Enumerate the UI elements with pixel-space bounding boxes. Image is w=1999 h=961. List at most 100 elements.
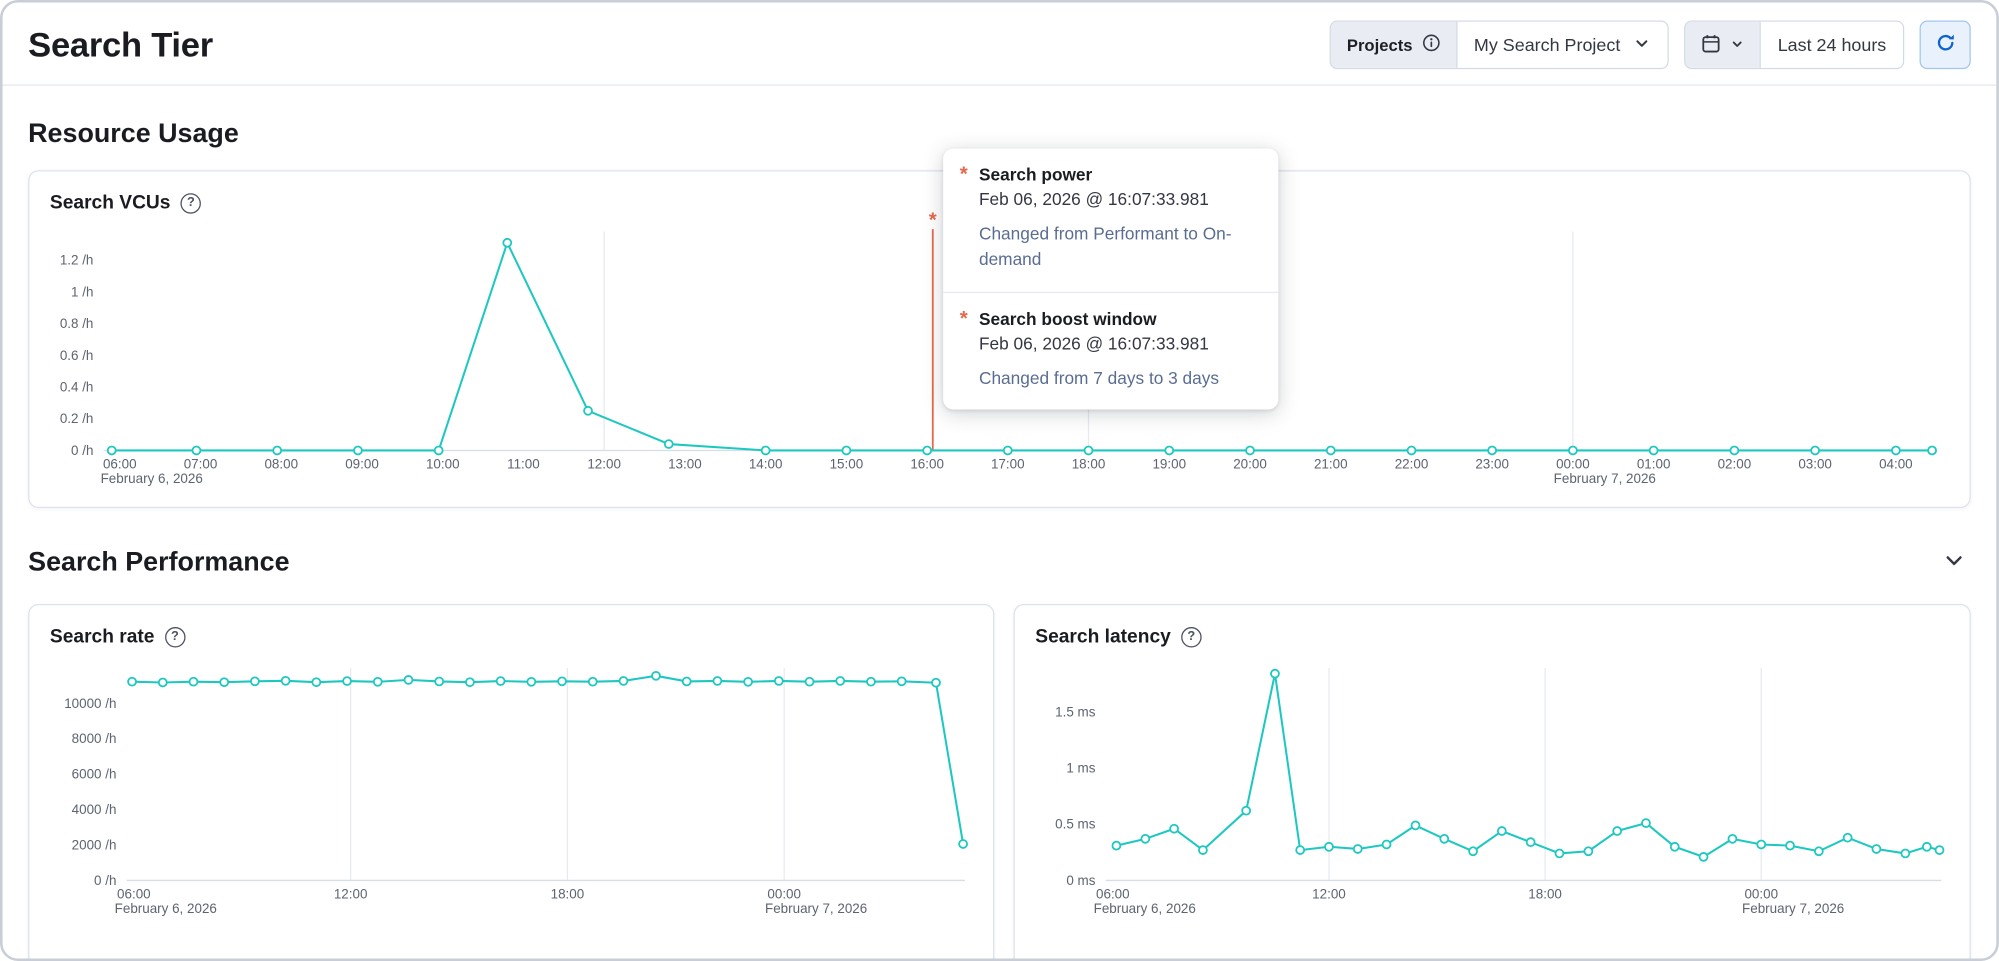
svg-text:17:00: 17:00 (991, 456, 1025, 471)
tooltip-description: Changed from Performant to On-demand (978, 223, 1232, 270)
svg-text:February 7, 2026: February 7, 2026 (765, 901, 867, 916)
svg-text:21:00: 21:00 (1314, 456, 1348, 471)
svg-text:01:00: 01:00 (1637, 456, 1671, 471)
tooltip-title: Search boost window (978, 309, 1157, 329)
svg-text:12:00: 12:00 (1312, 886, 1346, 901)
svg-text:18:00: 18:00 (1072, 456, 1106, 471)
search-performance-panels: Search rate ? 0 /h 2000 /h 4000 /h 6000 /h 8… (3, 604, 1997, 959)
svg-text:10000 /h: 10000 /h (64, 696, 116, 711)
svg-text:8000 /h: 8000 /h (72, 731, 117, 746)
page-header: Search Tier Projects My Search Project (3, 3, 1997, 85)
svg-text:00:00: 00:00 (767, 886, 801, 901)
svg-text:02:00: 02:00 (1718, 456, 1752, 471)
svg-text:06:00: 06:00 (1096, 886, 1130, 901)
svg-text:0.5 ms: 0.5 ms (1055, 817, 1096, 832)
svg-text:6000 /h: 6000 /h (72, 767, 117, 782)
time-range-group: Last 24 hours (1684, 20, 1905, 70)
annotation-tooltip: * Search power Feb 06, 2026 @ 16:07:33.9… (943, 148, 1279, 410)
search-latency-panel: Search latency ? 0 ms 0.5 ms 1 ms 1.5 ms 06:… (1013, 604, 1971, 959)
tooltip-timestamp: Feb 06, 2026 @ 16:07:33.981 (978, 189, 1209, 209)
help-icon[interactable]: ? (1181, 626, 1202, 647)
collapse-section-button[interactable] (1937, 544, 1970, 581)
svg-text:00:00: 00:00 (1744, 886, 1778, 901)
svg-text:1 /h: 1 /h (71, 284, 93, 299)
search-performance-section: Search Performance (3, 544, 1997, 581)
refresh-icon (1934, 32, 1956, 58)
tooltip-item: * Search power Feb 06, 2026 @ 16:07:33.9… (943, 148, 1278, 291)
svg-text:0.8 /h: 0.8 /h (60, 316, 94, 331)
svg-text:10:00: 10:00 (426, 456, 460, 471)
svg-text:12:00: 12:00 (587, 456, 621, 471)
svg-text:0.2 /h: 0.2 /h (60, 411, 94, 426)
chevron-down-icon (1633, 34, 1651, 56)
svg-text:12:00: 12:00 (334, 886, 368, 901)
search-latency-title-row: Search latency ? (1035, 626, 1949, 648)
svg-text:14:00: 14:00 (749, 456, 783, 471)
tooltip-timestamp: Feb 06, 2026 @ 16:07:33.981 (978, 333, 1209, 353)
project-select-value: My Search Project (1473, 34, 1621, 56)
time-range-button[interactable]: Last 24 hours (1761, 21, 1903, 68)
projects-label-button[interactable]: Projects (1331, 21, 1458, 68)
search-latency-title: Search latency (1035, 625, 1171, 648)
time-range-value: Last 24 hours (1777, 34, 1887, 56)
project-selector-group: Projects My Search Project (1330, 20, 1669, 70)
svg-text:February 7, 2026: February 7, 2026 (1554, 471, 1656, 486)
refresh-button[interactable] (1919, 20, 1971, 70)
svg-text:22:00: 22:00 (1395, 456, 1429, 471)
help-icon[interactable]: ? (164, 626, 186, 647)
svg-text:03:00: 03:00 (1798, 456, 1832, 471)
svg-text:19:00: 19:00 (1152, 456, 1186, 471)
tooltip-title: Search power (978, 165, 1093, 185)
chevron-down-icon (1943, 549, 1966, 576)
svg-text:February 6, 2026: February 6, 2026 (115, 901, 217, 916)
tooltip-item: * Search boost window Feb 06, 2026 @ 16:… (943, 291, 1279, 409)
svg-text:0.4 /h: 0.4 /h (60, 379, 94, 394)
svg-text:06:00: 06:00 (117, 886, 151, 901)
annotation-asterisk-icon: * (959, 163, 968, 186)
calendar-icon (1701, 33, 1721, 57)
svg-text:2000 /h: 2000 /h (72, 837, 117, 852)
header-controls: Projects My Search Project (1330, 20, 1971, 70)
search-rate-title-row: Search rate ? (50, 626, 973, 648)
search-rate-title: Search rate (49, 625, 155, 648)
page-title: Search Tier (28, 24, 213, 64)
tooltip-description: Changed from 7 days to 3 days (978, 367, 1220, 388)
svg-text:0 /h: 0 /h (71, 443, 93, 458)
svg-text:18:00: 18:00 (1528, 886, 1562, 901)
section-title-search-performance: Search Performance (28, 547, 290, 577)
svg-text:13:00: 13:00 (668, 456, 702, 471)
quick-select-button[interactable] (1685, 21, 1762, 68)
header-divider (2, 84, 1997, 86)
projects-label: Projects (1346, 35, 1413, 55)
svg-text:February 6, 2026: February 6, 2026 (1094, 901, 1196, 916)
svg-text:1.5 ms: 1.5 ms (1055, 704, 1096, 719)
svg-text:16:00: 16:00 (910, 456, 944, 471)
svg-text:*: * (929, 209, 937, 232)
svg-text:20:00: 20:00 (1233, 456, 1267, 471)
search-latency-chart[interactable]: 0 ms 0.5 ms 1 ms 1.5 ms 06:00 February 6, 202… (1035, 655, 1949, 952)
chevron-down-small-icon (1730, 35, 1744, 54)
svg-text:06:00: 06:00 (103, 456, 137, 471)
svg-text:1 ms: 1 ms (1066, 761, 1095, 776)
section-title-resource-usage: Resource Usage (28, 119, 239, 149)
svg-text:04:00: 04:00 (1879, 456, 1913, 471)
search-vcus-title: Search VCUs (49, 191, 171, 214)
svg-text:15:00: 15:00 (830, 456, 864, 471)
svg-text:08:00: 08:00 (264, 456, 298, 471)
svg-text:07:00: 07:00 (184, 456, 218, 471)
svg-text:11:00: 11:00 (507, 456, 540, 471)
help-icon[interactable]: ? (180, 192, 202, 214)
svg-text:0 /h: 0 /h (94, 873, 116, 888)
info-icon (1421, 33, 1440, 56)
svg-text:18:00: 18:00 (551, 886, 585, 901)
svg-text:0.6 /h: 0.6 /h (60, 348, 94, 363)
project-select[interactable]: My Search Project (1457, 21, 1668, 68)
svg-text:0 ms: 0 ms (1066, 873, 1095, 888)
svg-text:23:00: 23:00 (1475, 456, 1509, 471)
svg-text:February 6, 2026: February 6, 2026 (101, 471, 203, 486)
svg-text:February 7, 2026: February 7, 2026 (1742, 901, 1844, 916)
search-rate-chart[interactable]: 0 /h 2000 /h 4000 /h 6000 /h 8000 /h 10000 /h… (50, 655, 973, 952)
search-vcus-chart[interactable]: * 0 /h 0.2 /h 0.4 /h 0.6 /h 0.8 /h 1 /h 1.2 /h 0… (50, 209, 1949, 491)
